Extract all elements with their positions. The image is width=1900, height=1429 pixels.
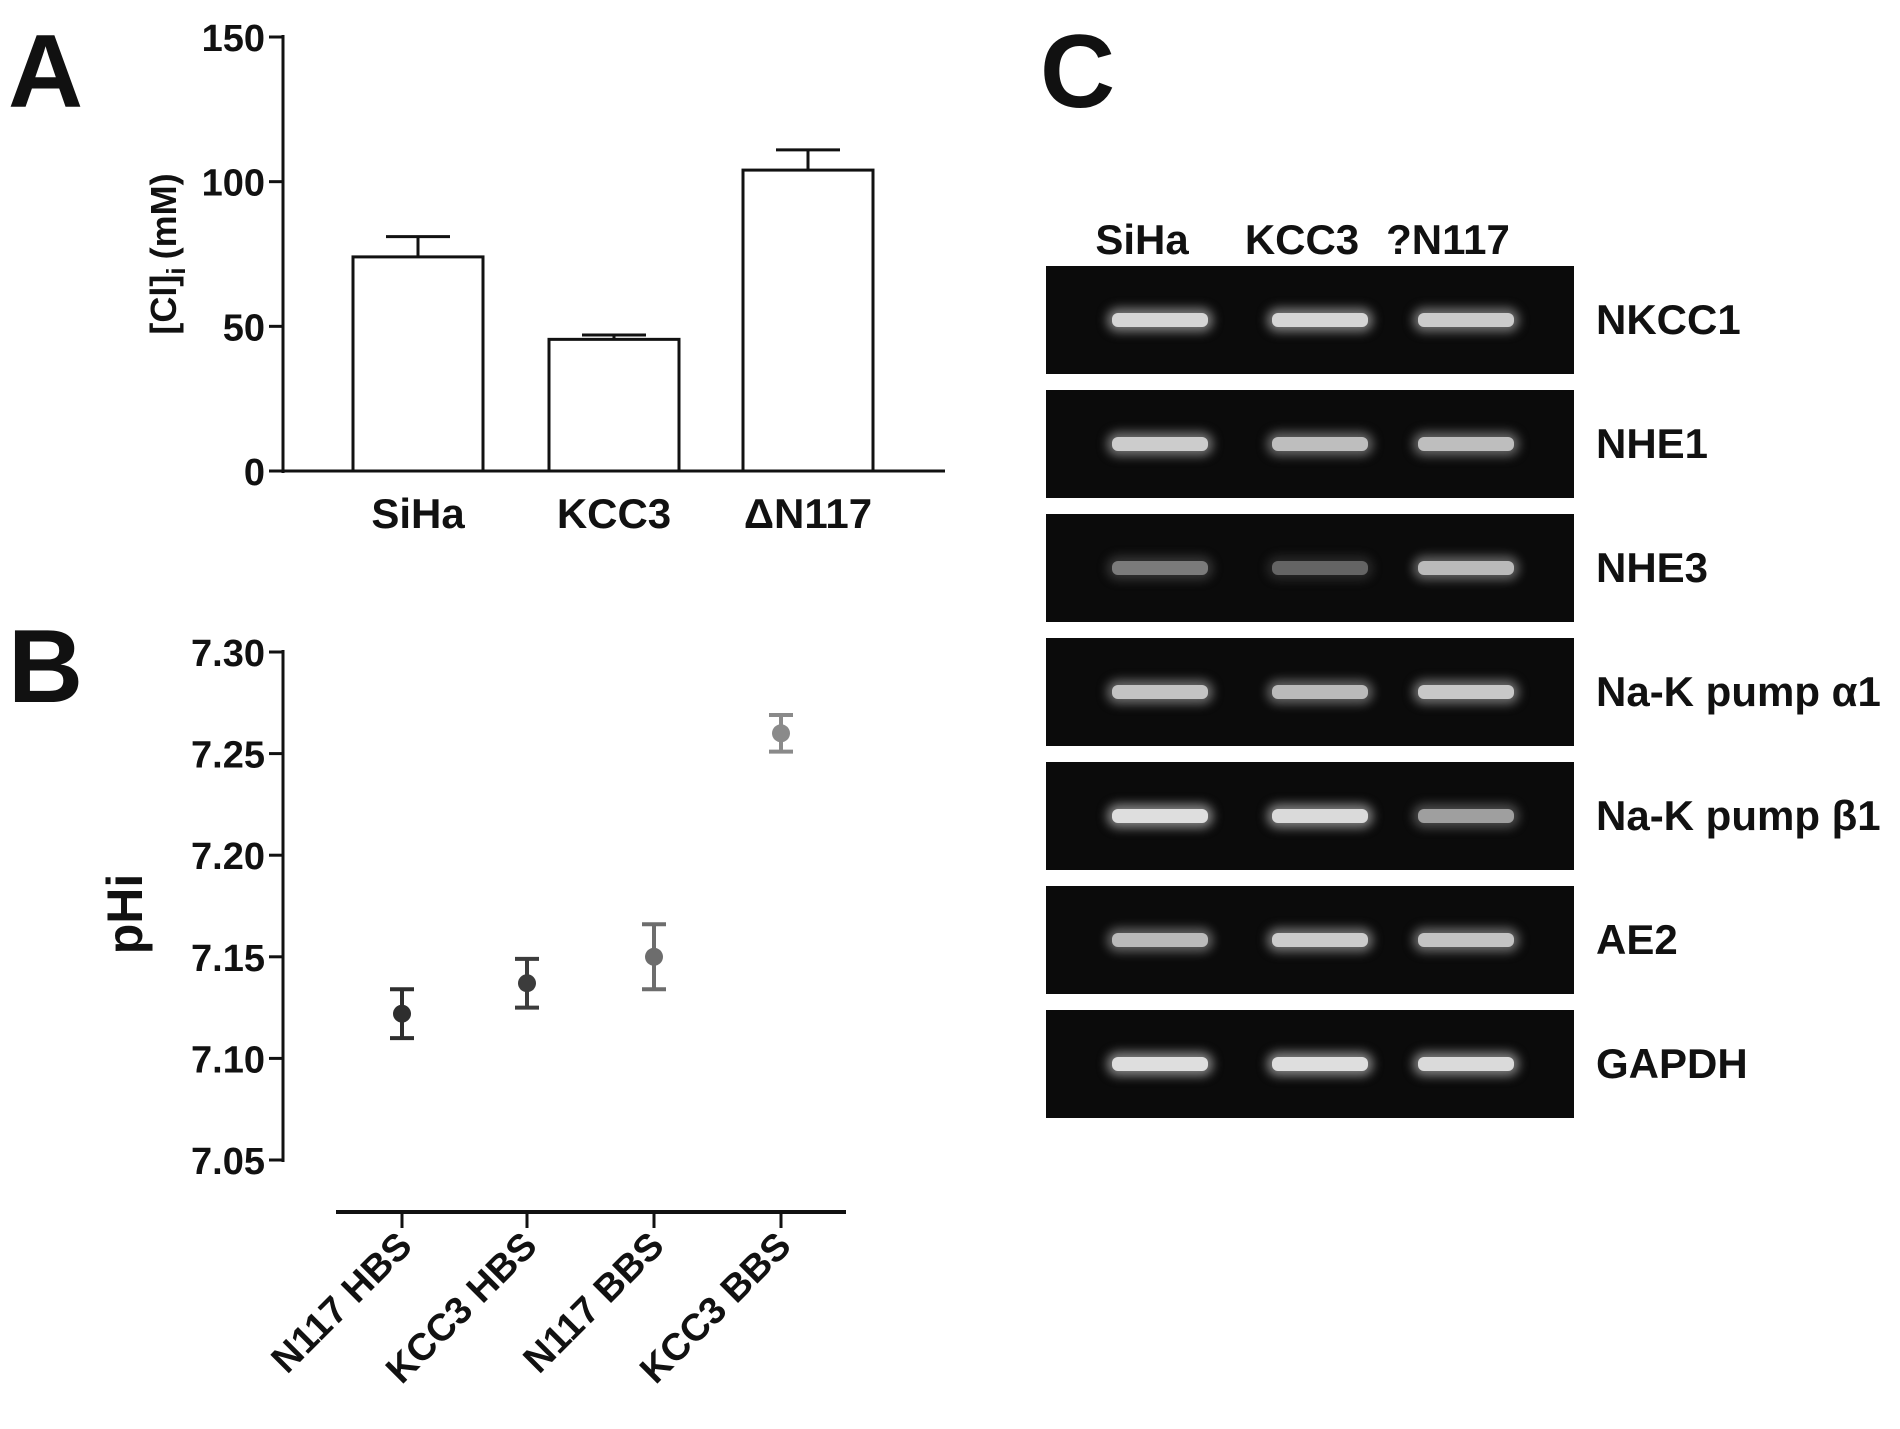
y-tick-label: 7.20 <box>191 836 265 878</box>
y-tick-label: 7.30 <box>191 633 265 675</box>
x-tick-label: KCC3 <box>557 490 671 537</box>
lane-header: KCC3 <box>1244 216 1360 263</box>
y-axis-label-unit: (mM) <box>143 173 184 259</box>
gel-strip <box>1046 1010 1574 1118</box>
y-axis-label: [Cl]i (mM) <box>143 173 191 334</box>
data-point <box>393 1004 411 1023</box>
gel-band <box>1272 313 1368 327</box>
gene-label: NHE1 <box>1596 420 1709 467</box>
y-tick-label: 0 <box>244 452 265 494</box>
bar <box>547 337 681 473</box>
y-axis-label: pHi <box>97 874 153 955</box>
y-tick-label: 150 <box>202 18 265 60</box>
data-point <box>518 974 536 993</box>
gene-label: NHE3 <box>1596 544 1709 591</box>
gel-row: NHE3 <box>1046 514 1708 622</box>
gel-band <box>1112 437 1208 451</box>
gel-band <box>1272 437 1368 451</box>
gel-strip <box>1046 390 1574 498</box>
gel-row: Na-K pump α1 <box>1046 638 1881 746</box>
gel-row: GAPDH <box>1046 1010 1748 1118</box>
gel-band <box>1112 561 1208 575</box>
gene-label: GAPDH <box>1596 1040 1748 1087</box>
gel-band <box>1418 313 1514 327</box>
gel-band <box>1112 685 1208 699</box>
gel-row: Na-K pump β1 <box>1046 762 1881 870</box>
gel-strip <box>1046 514 1574 622</box>
y-tick-label: 7.10 <box>191 1039 265 1081</box>
gel-row: AE2 <box>1046 886 1678 994</box>
gene-label: NKCC1 <box>1596 296 1741 343</box>
gene-label: AE2 <box>1596 916 1678 963</box>
gel-band <box>1418 561 1514 575</box>
gel-band <box>1418 1057 1514 1071</box>
y-tick-label: 7.15 <box>191 938 265 980</box>
gene-label: Na-K pump α1 <box>1596 668 1881 715</box>
data-point <box>772 724 790 743</box>
data-point <box>645 947 663 966</box>
gel-band <box>1272 1057 1368 1071</box>
panel-a-letter: A <box>8 14 84 130</box>
gel-band <box>1272 933 1368 947</box>
x-tick-label: SiHa <box>371 490 465 537</box>
y-tick-label: 50 <box>223 307 265 349</box>
gel-band <box>1112 1057 1208 1071</box>
gel-row: NKCC1 <box>1046 266 1741 374</box>
bar <box>351 255 485 473</box>
y-tick-label: 7.25 <box>191 735 265 777</box>
rt-pcr-gel-panel: SiHa KCC3 ?N117 NKCC1 NHE1 NHE3 Na-K pump α1 N… <box>1046 212 1890 1124</box>
panel-b-letter: B <box>8 609 84 725</box>
gel-strip <box>1046 762 1574 870</box>
lane-header: ?N117 <box>1386 216 1510 263</box>
gel-band <box>1272 685 1368 699</box>
y-axis-label-subscript: i <box>161 267 191 274</box>
gel-band <box>1112 933 1208 947</box>
gel-band <box>1272 561 1368 575</box>
x-tick-label: ΔN117 <box>744 490 872 537</box>
gel-row: NHE1 <box>1046 390 1708 498</box>
gene-label: Na-K pump β1 <box>1596 792 1881 839</box>
cl-concentration-bar-chart: 0 50 100 150 SiHa KCC3 ΔN117 [Cl]i (mM) <box>143 18 945 537</box>
gel-band <box>1418 933 1514 947</box>
gel-band <box>1418 437 1514 451</box>
bar <box>741 168 875 473</box>
panel-c-letter: C <box>1040 14 1116 130</box>
gel-band <box>1112 809 1208 823</box>
y-tick-label: 100 <box>202 163 265 205</box>
gel-band <box>1418 685 1514 699</box>
lane-header: SiHa <box>1095 216 1189 263</box>
gel-strip <box>1046 266 1574 374</box>
gel-strip <box>1046 638 1574 746</box>
gel-band <box>1418 809 1514 823</box>
gel-band <box>1112 313 1208 327</box>
gel-band <box>1272 809 1368 823</box>
y-tick-label: 7.05 <box>191 1141 265 1183</box>
y-axis-label-base: [Cl] <box>143 275 184 335</box>
gel-strip <box>1046 886 1574 994</box>
